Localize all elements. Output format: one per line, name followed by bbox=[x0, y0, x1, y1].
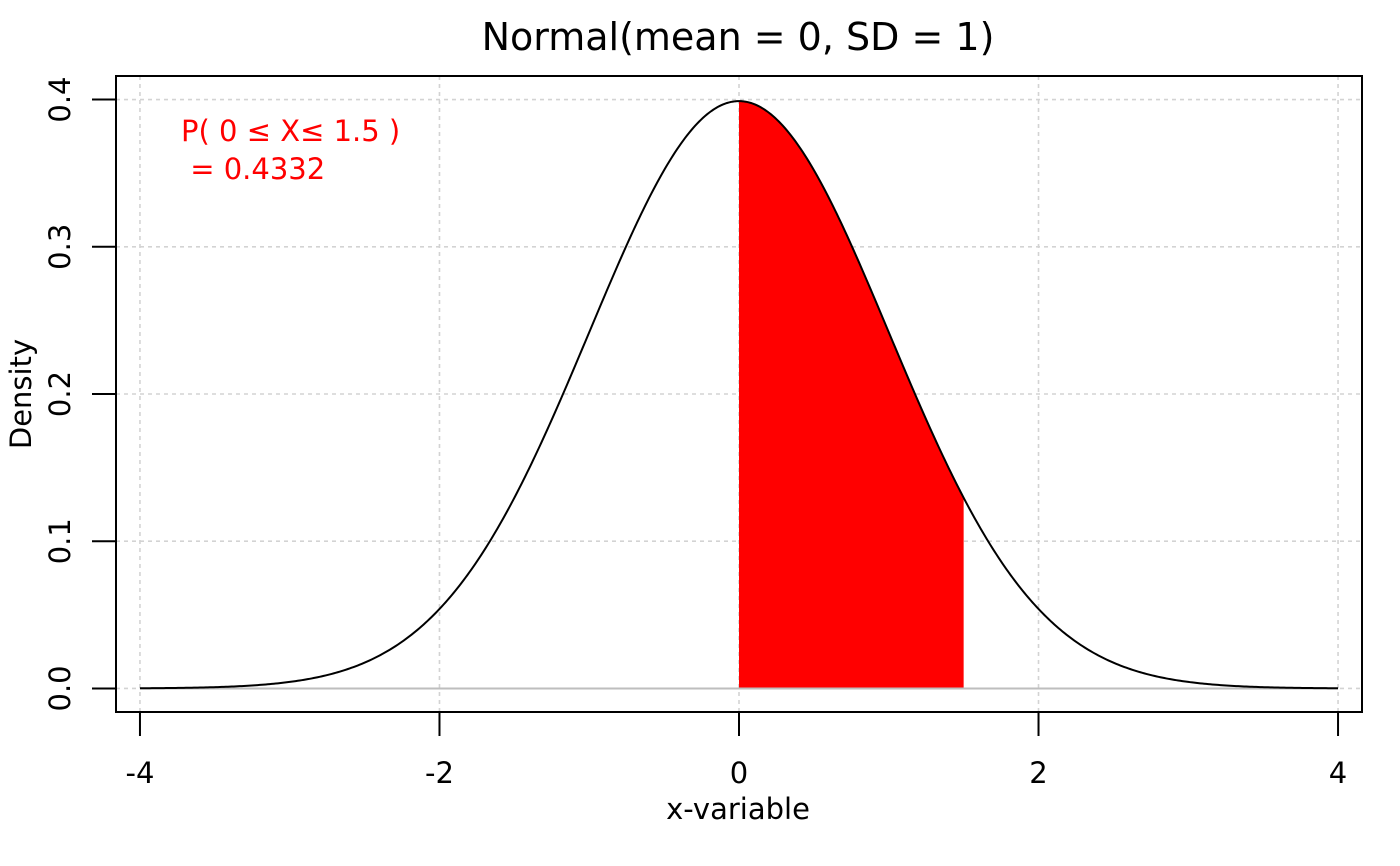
x-tick-label: 0 bbox=[730, 756, 748, 790]
density-curve bbox=[139, 100, 1339, 690]
y-tick-label: 0.1 bbox=[43, 518, 77, 564]
chart-title: Normal(mean = 0, SD = 1) bbox=[482, 15, 995, 59]
x-tick-label: 4 bbox=[1329, 756, 1347, 790]
y-tick-label: 0.0 bbox=[43, 665, 77, 711]
x-axis: -4 -2 0 2 4 bbox=[126, 711, 1347, 790]
shaded-probability-area bbox=[739, 101, 964, 689]
y-tick-label: 0.3 bbox=[43, 224, 77, 270]
probability-annotation-line2: = 0.4332 bbox=[181, 152, 325, 186]
x-tick-label: -4 bbox=[126, 756, 155, 790]
x-tick-label: -2 bbox=[425, 756, 454, 790]
x-tick-label: 2 bbox=[1029, 756, 1047, 790]
probability-annotation-line1: P( 0 ≤ X≤ 1.5 ) bbox=[181, 114, 400, 148]
y-tick-label: 0.4 bbox=[43, 76, 77, 122]
y-axis: 0.0 0.1 0.2 0.3 0.4 bbox=[43, 76, 117, 712]
y-tick-label: 0.2 bbox=[43, 371, 77, 417]
y-axis-label: Density bbox=[4, 339, 38, 449]
x-axis-label: x-variable bbox=[666, 792, 810, 826]
